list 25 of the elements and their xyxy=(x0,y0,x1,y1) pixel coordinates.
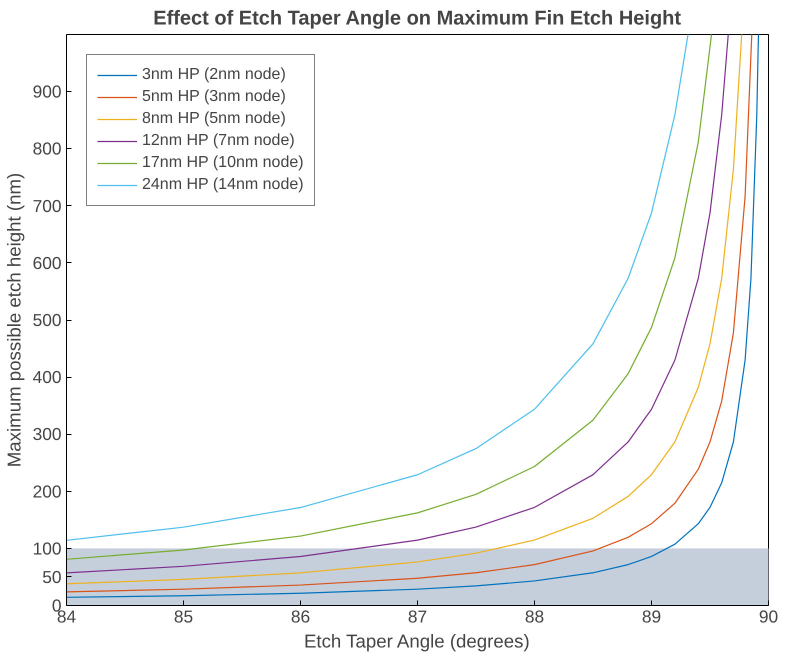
y-axis-title: Maximum possible etch height (nm) xyxy=(4,172,25,468)
y-tick-label: 700 xyxy=(32,196,62,216)
y-tick-label: 400 xyxy=(32,367,62,388)
legend-label: 3nm HP (2nm node) xyxy=(142,66,286,84)
y-tick-label: 600 xyxy=(32,252,62,273)
y-tick-label: 100 xyxy=(32,538,62,558)
y-tick-label: 300 xyxy=(32,424,62,444)
chart-title: Effect of Etch Taper Angle on Maximum Fin Etch Height xyxy=(153,8,682,30)
x-tick-label: 86 xyxy=(290,606,310,626)
legend-label: 8nm HP (5nm node) xyxy=(142,110,286,128)
x-tick-label: 88 xyxy=(524,606,544,626)
legend-label: 24nm HP (14nm node) xyxy=(142,176,304,194)
x-tick-label: 89 xyxy=(642,606,662,626)
y-tick-label: 200 xyxy=(32,481,62,502)
x-tick-label: 85 xyxy=(174,606,194,626)
y-tick-label: 50 xyxy=(42,566,62,587)
x-tick-label: 87 xyxy=(408,606,428,626)
x-axis-title: Etch Taper Angle (degrees) xyxy=(304,630,530,652)
legend-label: 5nm HP (3nm node) xyxy=(142,88,286,106)
legend-label: 12nm HP (7nm node) xyxy=(142,132,295,150)
y-tick-label: 900 xyxy=(32,82,62,102)
y-tick-label: 800 xyxy=(32,138,62,159)
y-tick-label: 500 xyxy=(32,310,62,330)
legend-label: 17nm HP (10nm node) xyxy=(142,154,304,172)
x-tick-label: 90 xyxy=(758,606,778,626)
